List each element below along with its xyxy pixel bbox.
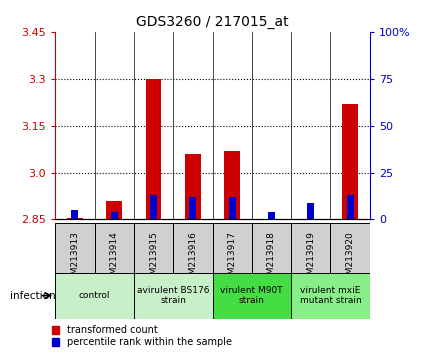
Bar xyxy=(224,151,240,219)
Bar xyxy=(67,218,83,219)
Bar xyxy=(291,223,331,294)
Text: GSM213919: GSM213919 xyxy=(306,231,315,286)
Bar xyxy=(342,104,358,219)
Bar xyxy=(212,223,252,294)
Bar xyxy=(252,223,291,294)
Text: GSM213918: GSM213918 xyxy=(267,231,276,286)
Bar xyxy=(134,223,173,294)
Bar xyxy=(331,223,370,294)
Title: GDS3260 / 217015_at: GDS3260 / 217015_at xyxy=(136,16,289,29)
Text: infection: infection xyxy=(10,291,55,301)
Bar xyxy=(106,201,122,219)
Text: GSM213914: GSM213914 xyxy=(110,231,119,286)
Text: control: control xyxy=(79,291,110,300)
Text: virulent M90T
strain: virulent M90T strain xyxy=(221,286,283,305)
Text: GSM213916: GSM213916 xyxy=(188,231,197,286)
Text: virulent mxiE
mutant strain: virulent mxiE mutant strain xyxy=(300,286,361,305)
Bar xyxy=(94,223,134,294)
Bar xyxy=(55,273,134,319)
Bar xyxy=(212,273,291,319)
Bar xyxy=(291,273,370,319)
Bar xyxy=(110,212,118,219)
Bar xyxy=(189,197,196,219)
Bar xyxy=(71,210,79,219)
Text: GSM213915: GSM213915 xyxy=(149,231,158,286)
Bar xyxy=(150,195,157,219)
Bar xyxy=(185,154,201,219)
Legend: transformed count, percentile rank within the sample: transformed count, percentile rank withi… xyxy=(51,325,232,347)
Text: avirulent BS176
strain: avirulent BS176 strain xyxy=(137,286,210,305)
Bar xyxy=(134,273,212,319)
Text: GSM213920: GSM213920 xyxy=(346,231,354,286)
Bar xyxy=(173,223,212,294)
Bar xyxy=(55,223,94,294)
Bar xyxy=(268,212,275,219)
Text: GSM213917: GSM213917 xyxy=(228,231,237,286)
Bar xyxy=(146,79,162,219)
Bar xyxy=(229,197,236,219)
Bar xyxy=(307,202,314,219)
Text: GSM213913: GSM213913 xyxy=(71,231,79,286)
Bar xyxy=(346,195,354,219)
